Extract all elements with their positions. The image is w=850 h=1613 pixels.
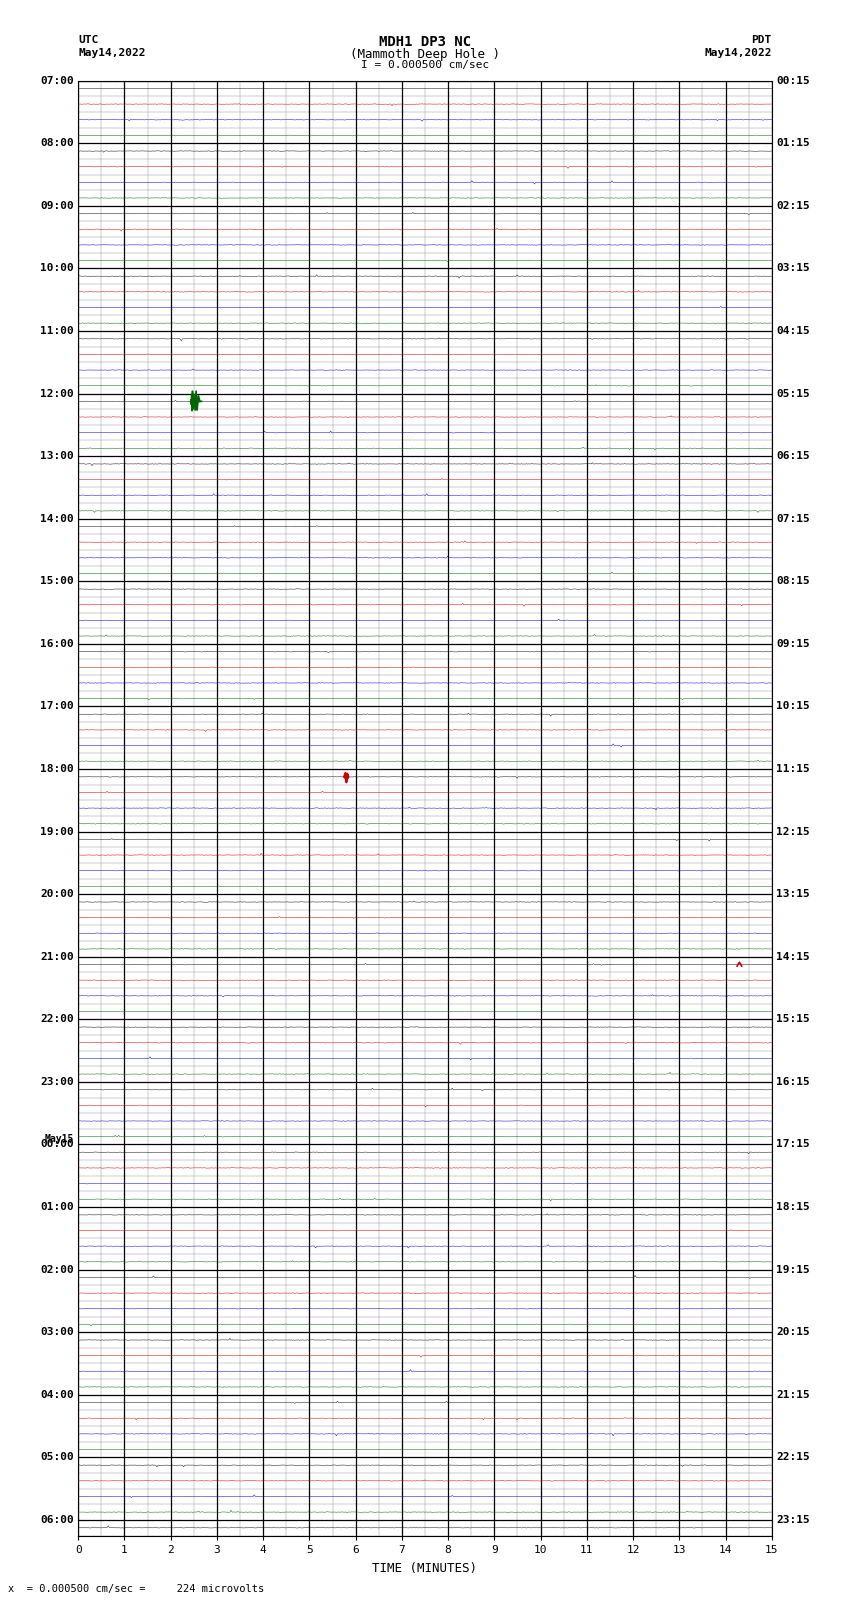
Text: 03:00: 03:00: [40, 1327, 74, 1337]
Text: 19:15: 19:15: [776, 1265, 810, 1274]
Text: 14:00: 14:00: [40, 513, 74, 524]
Text: 23:00: 23:00: [40, 1077, 74, 1087]
Text: 00:00: 00:00: [40, 1139, 74, 1150]
Text: 10:00: 10:00: [40, 263, 74, 273]
Text: 18:15: 18:15: [776, 1202, 810, 1211]
Text: 16:00: 16:00: [40, 639, 74, 648]
Text: 20:15: 20:15: [776, 1327, 810, 1337]
Text: 15:00: 15:00: [40, 576, 74, 586]
Text: 11:00: 11:00: [40, 326, 74, 336]
Text: 07:00: 07:00: [40, 76, 74, 85]
Text: 09:00: 09:00: [40, 200, 74, 211]
Text: 01:15: 01:15: [776, 139, 810, 148]
Text: 08:00: 08:00: [40, 139, 74, 148]
Text: 12:00: 12:00: [40, 389, 74, 398]
Text: 08:15: 08:15: [776, 576, 810, 586]
X-axis label: TIME (MINUTES): TIME (MINUTES): [372, 1561, 478, 1574]
Text: 18:00: 18:00: [40, 765, 74, 774]
Text: (Mammoth Deep Hole ): (Mammoth Deep Hole ): [350, 48, 500, 61]
Text: 07:15: 07:15: [776, 513, 810, 524]
Text: UTC: UTC: [78, 35, 99, 45]
Text: 22:00: 22:00: [40, 1015, 74, 1024]
Text: 17:00: 17:00: [40, 702, 74, 711]
Text: 05:15: 05:15: [776, 389, 810, 398]
Text: 01:00: 01:00: [40, 1202, 74, 1211]
Text: 02:15: 02:15: [776, 200, 810, 211]
Text: 21:15: 21:15: [776, 1390, 810, 1400]
Text: 09:15: 09:15: [776, 639, 810, 648]
Text: 16:15: 16:15: [776, 1077, 810, 1087]
Text: 04:00: 04:00: [40, 1390, 74, 1400]
Text: I = 0.000500 cm/sec: I = 0.000500 cm/sec: [361, 60, 489, 69]
Text: 14:15: 14:15: [776, 952, 810, 961]
Text: PDT: PDT: [751, 35, 772, 45]
Text: May15: May15: [44, 1134, 74, 1144]
Text: 06:15: 06:15: [776, 452, 810, 461]
Text: 00:15: 00:15: [776, 76, 810, 85]
Text: 17:15: 17:15: [776, 1139, 810, 1150]
Text: 21:00: 21:00: [40, 952, 74, 961]
Text: May14,2022: May14,2022: [78, 48, 145, 58]
Text: 06:00: 06:00: [40, 1515, 74, 1524]
Text: 22:15: 22:15: [776, 1452, 810, 1463]
Text: MDH1 DP3 NC: MDH1 DP3 NC: [379, 35, 471, 50]
Text: 13:15: 13:15: [776, 889, 810, 898]
Text: 04:15: 04:15: [776, 326, 810, 336]
Text: 13:00: 13:00: [40, 452, 74, 461]
Text: 05:00: 05:00: [40, 1452, 74, 1463]
Text: 23:15: 23:15: [776, 1515, 810, 1524]
Text: x  = 0.000500 cm/sec =     224 microvolts: x = 0.000500 cm/sec = 224 microvolts: [8, 1584, 264, 1594]
Text: 19:00: 19:00: [40, 826, 74, 837]
Text: 11:15: 11:15: [776, 765, 810, 774]
Text: 12:15: 12:15: [776, 826, 810, 837]
Text: 20:00: 20:00: [40, 889, 74, 898]
Text: 03:15: 03:15: [776, 263, 810, 273]
Text: 10:15: 10:15: [776, 702, 810, 711]
Text: 02:00: 02:00: [40, 1265, 74, 1274]
Text: May14,2022: May14,2022: [705, 48, 772, 58]
Text: 15:15: 15:15: [776, 1015, 810, 1024]
